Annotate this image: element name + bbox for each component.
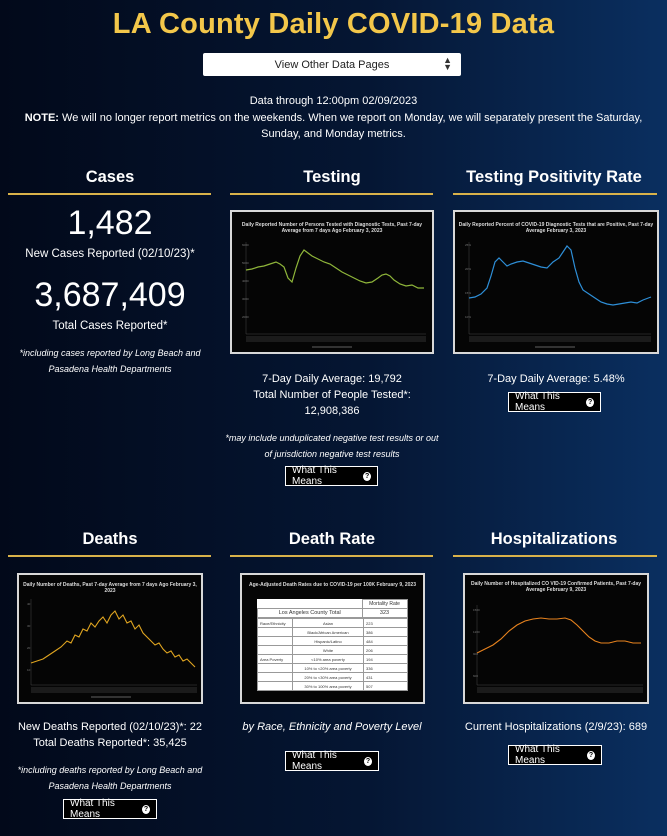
weekend-note: NOTE: We will no longer report metrics o…: [10, 110, 657, 142]
svg-text:10%: 10%: [465, 315, 471, 319]
death-rate-row-label: 20% to <30% area poverty: [292, 672, 364, 682]
death-rate-divider: [230, 555, 433, 557]
svg-text:30: 30: [27, 624, 31, 628]
svg-text:40: 40: [27, 602, 31, 606]
death-rate-row-value: 336: [363, 663, 408, 673]
positivity-divider: [453, 193, 657, 195]
hospitalizations-button-label: What This Means: [515, 744, 560, 766]
testing-chart-thumbnail[interactable]: Daily Reported Number of Persons Tested …: [230, 210, 434, 354]
question-circle-icon: ?: [142, 804, 150, 814]
deaths-chart-title: Daily Number of Deaths, Past 7-day Avera…: [23, 582, 197, 594]
new-deaths-text: New Deaths Reported (02/10/23)*: 22: [17, 721, 203, 733]
note-label: NOTE:: [24, 112, 59, 124]
svg-text:3000: 3000: [242, 297, 249, 301]
note-text: We will no longer report metrics on the …: [62, 112, 643, 140]
question-circle-icon: ?: [587, 750, 595, 760]
svg-text:10: 10: [27, 668, 31, 672]
hospitalizations-chart-thumbnail[interactable]: Daily Number of Hospitalized CO VID-19 C…: [463, 573, 649, 704]
deaths-section-title: Deaths: [82, 530, 138, 548]
new-cases-value: 1,482: [67, 204, 153, 242]
death-rate-row-label: Hispanic/Latino: [292, 636, 364, 646]
positivity-button-label: What This Means: [515, 391, 560, 413]
death-rate-caption: by Race, Ethnicity and Poverty Level: [242, 721, 422, 733]
testing-daily-average: 7-Day Daily Average: 19,792: [262, 373, 402, 385]
page-title: LA County Daily COVID-19 Data: [112, 8, 555, 40]
testing-section-title: Testing: [303, 168, 361, 186]
death-rate-section-title: Death Rate: [288, 530, 376, 548]
question-circle-icon: ?: [364, 756, 372, 766]
death-rate-row-value: 206: [363, 645, 408, 655]
question-circle-icon: ?: [586, 397, 594, 407]
death-rate-row-label: 10% to <20% area poverty: [292, 663, 364, 673]
death-rate-row-value: 431: [363, 672, 408, 682]
death-rate-row-value: 507: [363, 681, 408, 691]
svg-text:2000: 2000: [242, 315, 249, 319]
svg-text:600: 600: [473, 674, 478, 678]
area-poverty-group-label: Area Poverty: [257, 654, 293, 664]
positivity-chart-title: Daily Reported Percent of COVID-19 Diagn…: [458, 222, 654, 234]
county-total-value: 323: [361, 608, 408, 618]
death-rate-table-thumbnail[interactable]: Age-Adjusted Death Rates due to COVID-19…: [240, 573, 425, 704]
positivity-chart-thumbnail[interactable]: Daily Reported Percent of COVID-19 Diagn…: [453, 210, 659, 354]
death-rate-column-header: Mortality Rate: [361, 599, 408, 609]
death-rate-chart-title: Age-Adjusted Death Rates due to COVID-19…: [249, 582, 416, 588]
new-cases-label: New Cases Reported (02/10/23)*: [25, 248, 195, 260]
deaths-divider: [8, 555, 211, 557]
testing-footnote: *may include unduplicated negative test …: [225, 433, 439, 459]
deaths-button-label: What This Means: [70, 798, 115, 820]
svg-text:5000: 5000: [242, 261, 249, 265]
hospitalizations-what-this-means-button[interactable]: What This Means ?: [508, 744, 602, 766]
select-label: View Other Data Pages: [274, 58, 390, 71]
data-pages-select[interactable]: View Other Data Pages ▲ ▼: [203, 53, 461, 76]
death-rate-row-label: Asian: [292, 618, 364, 628]
positivity-daily-average: 7-Day Daily Average: 5.48%: [487, 373, 625, 385]
cases-footnote: *including cases reported by Long Beach …: [19, 348, 201, 374]
testing-what-this-means-button[interactable]: What This Means ?: [285, 465, 378, 487]
death-rate-row-label: White: [292, 645, 364, 655]
total-cases-value: 3,687,409: [34, 276, 186, 314]
race-ethnicity-group-label: Race/Ethnicity: [257, 618, 293, 628]
svg-text:900: 900: [473, 652, 478, 656]
death-rate-table: Mortality Rate Los Angeles County Total …: [257, 599, 408, 691]
testing-chart-title: Daily Reported Number of Persons Tested …: [241, 222, 423, 234]
svg-text:6000: 6000: [242, 243, 249, 247]
hospitalizations-chart-title: Daily Number of Hospitalized CO VID-19 C…: [470, 581, 642, 593]
total-cases-label: Total Cases Reported*: [52, 320, 168, 332]
svg-text:25%: 25%: [465, 243, 471, 247]
death-rate-row-label: Black/African American: [292, 627, 364, 637]
death-rate-row-label: 30% to 100% area poverty: [292, 681, 364, 691]
testing-divider: [230, 193, 433, 195]
deaths-footnote: *including deaths reported by Long Beach…: [17, 765, 203, 791]
question-circle-icon: ?: [363, 471, 371, 481]
hospitalizations-divider: [453, 555, 657, 557]
testing-total-label: Total Number of People Tested*:: [253, 389, 411, 401]
death-rate-row-value: 386: [363, 627, 408, 637]
testing-button-label: What This Means: [292, 465, 337, 487]
deaths-what-this-means-button[interactable]: What This Means ?: [63, 798, 157, 820]
data-through-text: Data through 12:00pm 02/09/2023: [249, 95, 418, 107]
hospitalizations-section-title: Hospitalizations: [490, 530, 618, 548]
death-rate-row-value: 484: [363, 636, 408, 646]
death-rate-row-label: <10% area poverty: [292, 654, 364, 664]
current-hospitalizations-text: Current Hospitalizations (2/9/23): 689: [464, 721, 648, 733]
svg-text:1500: 1500: [473, 608, 480, 612]
death-rate-button-label: What This Means: [292, 750, 337, 772]
svg-text:20: 20: [27, 646, 31, 650]
positivity-what-this-means-button[interactable]: What This Means ?: [508, 391, 601, 413]
death-rate-what-this-means-button[interactable]: What This Means ?: [285, 750, 379, 772]
death-rate-row-value: 194: [363, 654, 408, 664]
county-total-label: Los Angeles County Total: [257, 608, 363, 618]
testing-total-value: 12,908,386: [304, 405, 360, 417]
up-down-chevron-icon: ▲ ▼: [443, 55, 452, 72]
svg-text:15%: 15%: [465, 291, 471, 295]
deaths-chart-thumbnail[interactable]: Daily Number of Deaths, Past 7-day Avera…: [17, 573, 203, 704]
svg-text:4000: 4000: [242, 279, 249, 283]
cases-divider: [8, 193, 211, 195]
positivity-section-title: Testing Positivity Rate: [466, 168, 642, 186]
total-deaths-text: Total Deaths Reported*: 35,425: [33, 737, 187, 749]
cases-section-title: Cases: [85, 168, 135, 186]
svg-text:1200: 1200: [473, 630, 480, 634]
death-rate-row-value: 223: [363, 618, 408, 628]
svg-text:20%: 20%: [465, 267, 471, 271]
